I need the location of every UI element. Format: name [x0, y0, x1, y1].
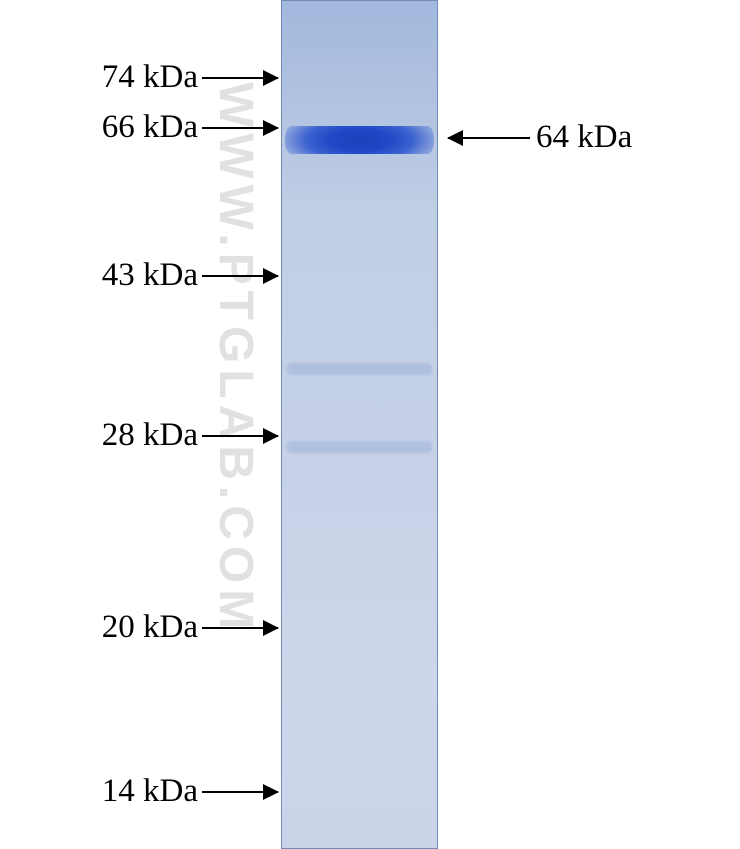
marker-label-43: 43 kDa — [102, 257, 198, 294]
marker-label-66: 66 kDa — [102, 109, 198, 146]
watermark-text: WWW.PTGLAB.COM — [208, 82, 263, 635]
gel-canvas: WWW.PTGLAB.COM 74 kDa 66 kDa 43 kDa 28 k… — [0, 0, 740, 849]
marker-arrow-28 — [202, 435, 278, 437]
marker-arrow-20 — [202, 627, 278, 629]
faint-band-2 — [287, 441, 433, 453]
marker-arrow-14 — [202, 791, 278, 793]
faint-band-1 — [287, 363, 433, 375]
protein-band-main — [285, 126, 434, 154]
marker-label-14: 14 kDa — [102, 773, 198, 810]
marker-label-20: 20 kDa — [102, 609, 198, 646]
marker-label-74: 74 kDa — [102, 59, 198, 96]
marker-arrow-43 — [202, 275, 278, 277]
marker-arrow-66 — [202, 127, 278, 129]
marker-label-28: 28 kDa — [102, 417, 198, 454]
gel-lane — [281, 0, 438, 849]
marker-arrow-74 — [202, 77, 278, 79]
target-label-64: 64 kDa — [536, 119, 632, 156]
target-arrow-64 — [448, 137, 530, 139]
